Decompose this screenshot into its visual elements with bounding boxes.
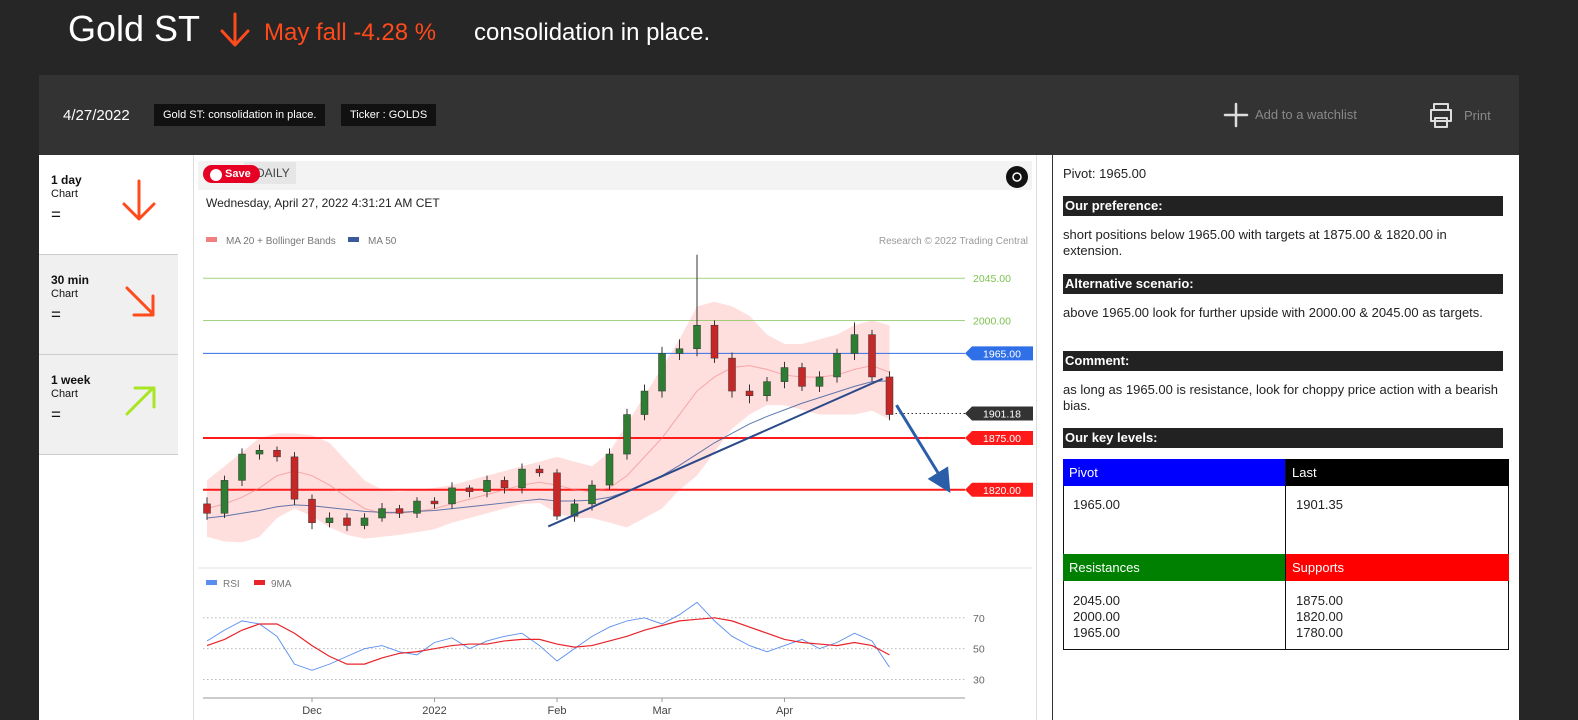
timeframe[interactable]: 30 min Chart =: [39, 255, 178, 355]
period-label: Chart: [51, 388, 78, 400]
divider: [1052, 155, 1053, 720]
table-header: Last: [1286, 459, 1509, 486]
table-header: Pivot: [1063, 459, 1286, 486]
period: 30 min: [51, 273, 90, 287]
table-rule: [1285, 459, 1286, 650]
section-text: above 1965.00 look for further upside wi…: [1063, 305, 1483, 320]
timestamp: Wednesday, April 27, 2022 4:31:21 AM CET: [206, 196, 440, 210]
page-title: Gold ST: [68, 8, 201, 49]
watchlist-button[interactable]: Add to a watchlist: [1255, 107, 1357, 122]
section-text: as long as 1965.00 is resistance, look f…: [1063, 382, 1499, 413]
table-cell: 1965.00: [1073, 625, 1120, 640]
period-label: Chart: [51, 188, 78, 200]
signal: =: [51, 405, 61, 424]
table-cell: 2000.00: [1073, 609, 1120, 624]
headline: consolidation in place.: [474, 19, 711, 46]
signal: =: [51, 305, 61, 324]
section-heading: Alternative scenario:: [1063, 274, 1503, 294]
direction-text: May fall: [264, 19, 347, 46]
period: 1 day: [51, 173, 82, 187]
table-header: Supports: [1286, 554, 1509, 581]
table-cell: 1820.00: [1296, 609, 1343, 624]
down-arrow-icon: [220, 12, 250, 47]
table-cell: 2045.00: [1073, 593, 1120, 608]
section-heading: Our preference:: [1063, 196, 1503, 216]
save-button[interactable]: Save: [203, 165, 260, 183]
date: 4/27/2022: [63, 107, 130, 124]
section-heading: Comment:: [1063, 351, 1503, 371]
period-label: Chart: [51, 288, 78, 300]
table-header: Resistances: [1063, 554, 1286, 581]
direction: May fall -4.28 %: [264, 19, 436, 47]
pivot: Pivot: 1965.00: [1063, 166, 1147, 181]
timeframe[interactable]: 1 week Chart =: [39, 355, 178, 455]
section-text: short positions below 1965.00 with targe…: [1063, 227, 1447, 258]
table-cell: 1901.35: [1296, 497, 1343, 512]
change: -4.28 %: [353, 19, 437, 46]
signal: =: [51, 205, 61, 224]
badge: Gold ST: consolidation in place.: [154, 104, 326, 126]
timeframe[interactable]: 1 day Chart =: [39, 155, 178, 255]
chart-frame: [193, 155, 1037, 720]
print-button[interactable]: Print: [1464, 108, 1491, 123]
period: 1 week: [51, 373, 91, 387]
badge: Ticker : GOLDS: [341, 104, 437, 126]
section-heading: Our key levels:: [1063, 428, 1503, 448]
table-cell: 1965.00: [1073, 497, 1120, 512]
table-cell: 1780.00: [1296, 625, 1343, 640]
chart-header: [198, 161, 1032, 190]
table-cell: 1875.00: [1296, 593, 1343, 608]
